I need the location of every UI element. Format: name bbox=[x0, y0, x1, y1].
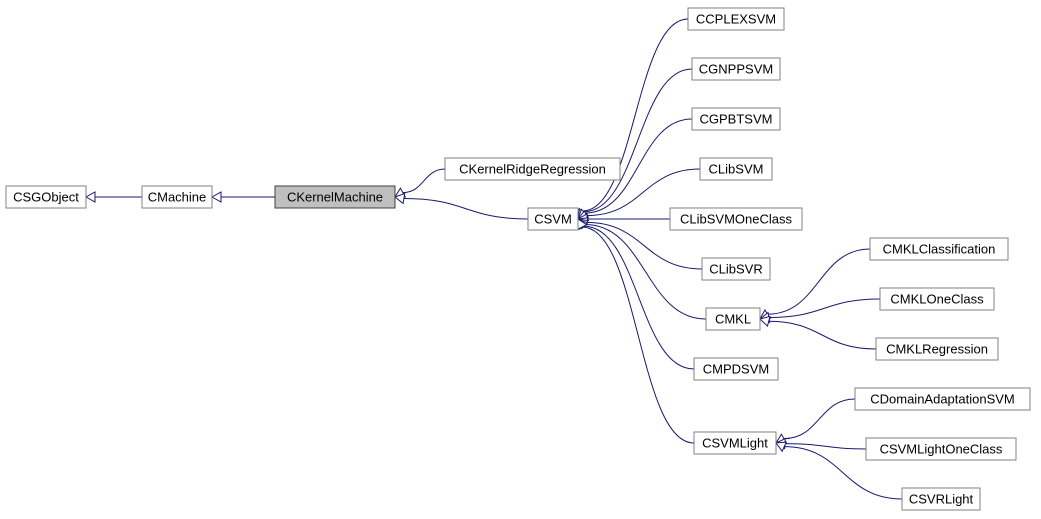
class-node-label: CMPDSVM bbox=[703, 362, 769, 377]
class-node-CDomainAdaptationSVM[interactable]: CDomainAdaptationSVM bbox=[855, 388, 1030, 410]
class-node-CMKL[interactable]: CMKL bbox=[706, 308, 760, 330]
class-node-CKernelMachine[interactable]: CKernelMachine bbox=[275, 186, 395, 208]
class-node-label: CMKLClassification bbox=[883, 242, 996, 257]
class-node-label: CMachine bbox=[148, 190, 207, 205]
class-node-label: CSVRLight bbox=[909, 492, 974, 507]
class-node-label: CSVMLightOneClass bbox=[880, 442, 1003, 457]
inheritance-edge bbox=[768, 249, 870, 314]
class-node-label: CLibSVM bbox=[709, 162, 764, 177]
class-node-label: CDomainAdaptationSVM bbox=[870, 392, 1015, 407]
inheritance-edge bbox=[769, 299, 880, 318]
class-node-CMKLClassification[interactable]: CMKLClassification bbox=[870, 238, 1008, 260]
inheritance-edge bbox=[769, 321, 876, 349]
inheritance-edge bbox=[404, 198, 528, 219]
inheritance-edge bbox=[583, 69, 692, 212]
inheritance-arrowhead bbox=[86, 192, 95, 202]
class-node-CGPBTSVM[interactable]: CGPBTSVM bbox=[692, 108, 780, 130]
class-node-CGNPPSVM[interactable]: CGNPPSVM bbox=[692, 58, 780, 80]
class-node-CLibSVMOneClass[interactable]: CLibSVMOneClass bbox=[670, 208, 802, 230]
inheritance-edge bbox=[584, 226, 694, 369]
nodes-layer: CSGObject CMachine CKernelMachine CKernelRi… bbox=[6, 8, 1030, 510]
class-node-CKernelRidgeRegression[interactable]: CKernelRidgeRegression bbox=[445, 158, 620, 180]
class-node-CSVMLight[interactable]: CSVMLight bbox=[694, 432, 776, 454]
class-node-CLibSVR[interactable]: CLibSVR bbox=[702, 258, 770, 280]
class-node-label: CSVM bbox=[534, 212, 572, 227]
class-node-label: CSGObject bbox=[13, 190, 79, 205]
class-node-label: CLibSVR bbox=[709, 262, 762, 277]
class-node-CMPDSVM[interactable]: CMPDSVM bbox=[694, 358, 778, 380]
class-node-label: CMKLOneClass bbox=[890, 292, 984, 307]
inheritance-edge bbox=[785, 444, 866, 449]
class-node-label: CMKLRegression bbox=[886, 342, 988, 357]
class-node-label: CKernelRidgeRegression bbox=[459, 162, 606, 177]
class-node-CSVMLightOneClass[interactable]: CSVMLightOneClass bbox=[866, 438, 1016, 460]
class-node-CMKLRegression[interactable]: CMKLRegression bbox=[876, 338, 998, 360]
class-node-CSVRLight[interactable]: CSVRLight bbox=[902, 488, 980, 510]
class-node-label: CGPBTSVM bbox=[700, 112, 773, 127]
class-node-label: CSVMLight bbox=[702, 436, 768, 451]
class-node-label: CLibSVMOneClass bbox=[680, 212, 792, 227]
inheritance-edge bbox=[582, 227, 694, 443]
inheritance-edge bbox=[403, 169, 445, 193]
class-node-label: CMKL bbox=[715, 312, 751, 327]
edges-layer bbox=[86, 19, 902, 499]
inheritance-edge bbox=[784, 399, 855, 439]
class-node-CSGObject[interactable]: CSGObject bbox=[6, 186, 86, 208]
class-node-CCPLEXSVM[interactable]: CCPLEXSVM bbox=[688, 8, 784, 30]
inheritance-arrowhead bbox=[212, 192, 221, 202]
class-node-label: CCPLEXSVM bbox=[696, 12, 776, 27]
class-node-CMachine[interactable]: CMachine bbox=[142, 186, 212, 208]
class-node-CSVM[interactable]: CSVM bbox=[528, 208, 578, 230]
inheritance-edge bbox=[582, 19, 688, 211]
class-node-label: CGNPPSVM bbox=[699, 62, 773, 77]
class-node-label: CKernelMachine bbox=[287, 190, 383, 205]
class-node-CLibSVM[interactable]: CLibSVM bbox=[700, 158, 772, 180]
class-node-CMKLOneClass[interactable]: CMKLOneClass bbox=[880, 288, 994, 310]
inheritance-diagram: CSGObject CMachine CKernelMachine CKernelRi… bbox=[0, 0, 1041, 519]
